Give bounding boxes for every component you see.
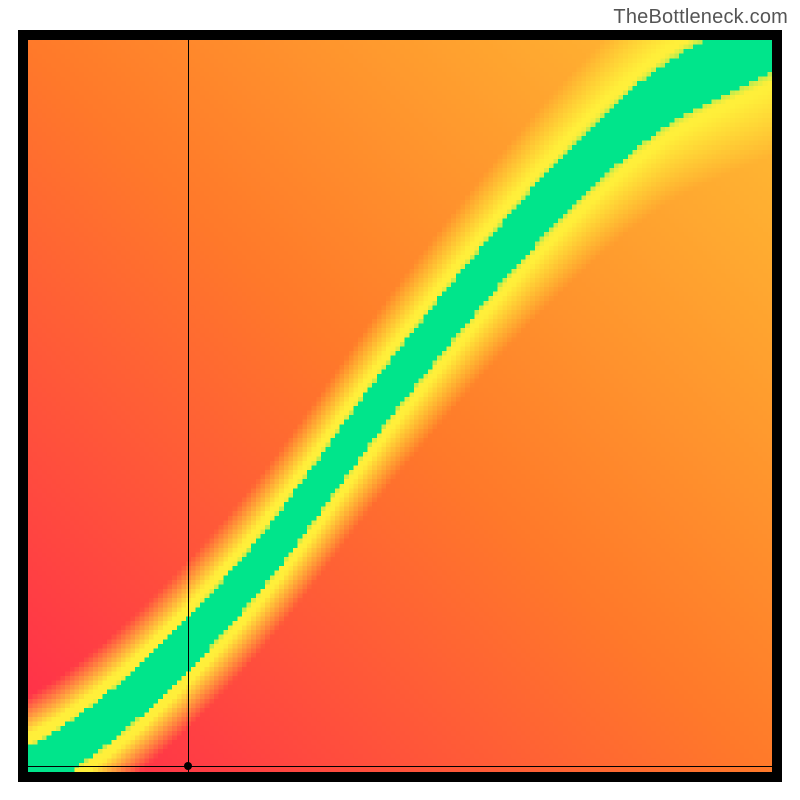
crosshair-vertical [188, 40, 189, 772]
root-container: TheBottleneck.com [0, 0, 800, 800]
crosshair-dot [184, 762, 192, 770]
watermark-text: TheBottleneck.com [613, 6, 788, 29]
heatmap-canvas [28, 40, 772, 772]
crosshair-horizontal [28, 766, 772, 767]
plot-frame [18, 30, 782, 782]
plot-area [28, 40, 772, 772]
